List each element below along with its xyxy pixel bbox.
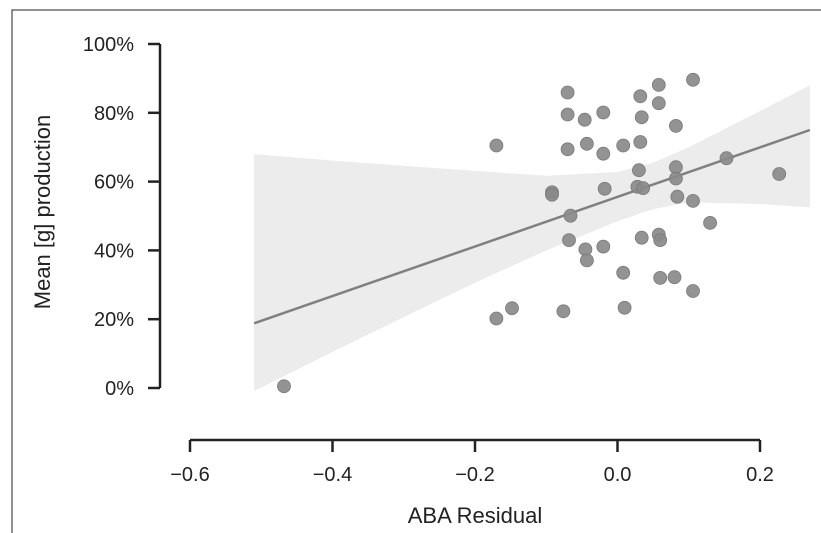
y-axis-title: Mean [g] production <box>30 115 55 309</box>
data-point <box>560 142 575 157</box>
data-point <box>505 301 519 316</box>
x-axis-title: ABA Residual <box>408 503 543 528</box>
data-point <box>596 105 611 120</box>
data-point <box>596 146 611 161</box>
data-point <box>669 171 683 186</box>
data-point <box>634 230 649 245</box>
data-point <box>489 311 504 326</box>
x-tick-label: −0.6 <box>170 464 209 486</box>
data-points <box>277 72 787 394</box>
data-point <box>545 187 559 202</box>
data-point <box>651 96 666 111</box>
data-point <box>653 270 668 285</box>
data-point <box>616 138 631 153</box>
data-point <box>577 112 592 127</box>
data-point <box>556 304 571 319</box>
data-point <box>633 89 648 104</box>
data-point <box>277 379 291 394</box>
x-tick-label: 0.2 <box>746 464 774 486</box>
y-tick-label: 60% <box>94 172 134 194</box>
confidence-band <box>254 85 810 392</box>
data-point <box>596 239 611 254</box>
data-point <box>686 193 700 208</box>
y-ticks: 0% 20% 40% 60% 80% 100% <box>83 34 160 400</box>
data-point <box>616 265 631 280</box>
data-point <box>669 119 683 133</box>
data-point <box>686 284 700 298</box>
data-point <box>597 181 612 196</box>
data-point <box>580 253 594 268</box>
y-tick-label: 0% <box>105 378 134 400</box>
data-point <box>489 138 504 153</box>
x-tick-label: −0.4 <box>313 464 352 486</box>
data-point <box>667 270 682 285</box>
data-point <box>651 78 666 92</box>
data-point <box>634 110 649 125</box>
y-tick-label: 100% <box>83 34 134 56</box>
data-point <box>617 300 632 315</box>
y-tick-label: 80% <box>94 103 134 125</box>
data-point <box>719 151 734 166</box>
data-point <box>653 233 668 248</box>
data-point <box>636 181 650 196</box>
x-ticks: −0.6 −0.4 −0.2 0.0 0.2 <box>170 440 774 486</box>
x-tick-label: 0.0 <box>604 464 632 486</box>
data-point <box>633 135 648 149</box>
data-point <box>670 189 685 204</box>
y-axis: 0% 20% 40% 60% 80% 100% <box>83 34 162 400</box>
data-point <box>686 72 700 87</box>
figure-frame <box>11 9 821 533</box>
data-point <box>703 215 717 230</box>
plot-area <box>253 72 811 394</box>
x-tick-label: −0.2 <box>455 464 494 486</box>
data-point <box>562 233 576 248</box>
y-tick-label: 40% <box>94 240 134 262</box>
data-point <box>560 85 575 100</box>
data-point <box>560 107 575 122</box>
regression-line <box>253 128 811 325</box>
data-point <box>563 208 578 223</box>
y-tick-label: 20% <box>94 309 134 331</box>
x-axis: −0.6 −0.4 −0.2 0.0 0.2 <box>170 438 774 486</box>
data-point <box>632 163 646 178</box>
data-point <box>772 167 787 181</box>
data-point <box>580 136 594 151</box>
